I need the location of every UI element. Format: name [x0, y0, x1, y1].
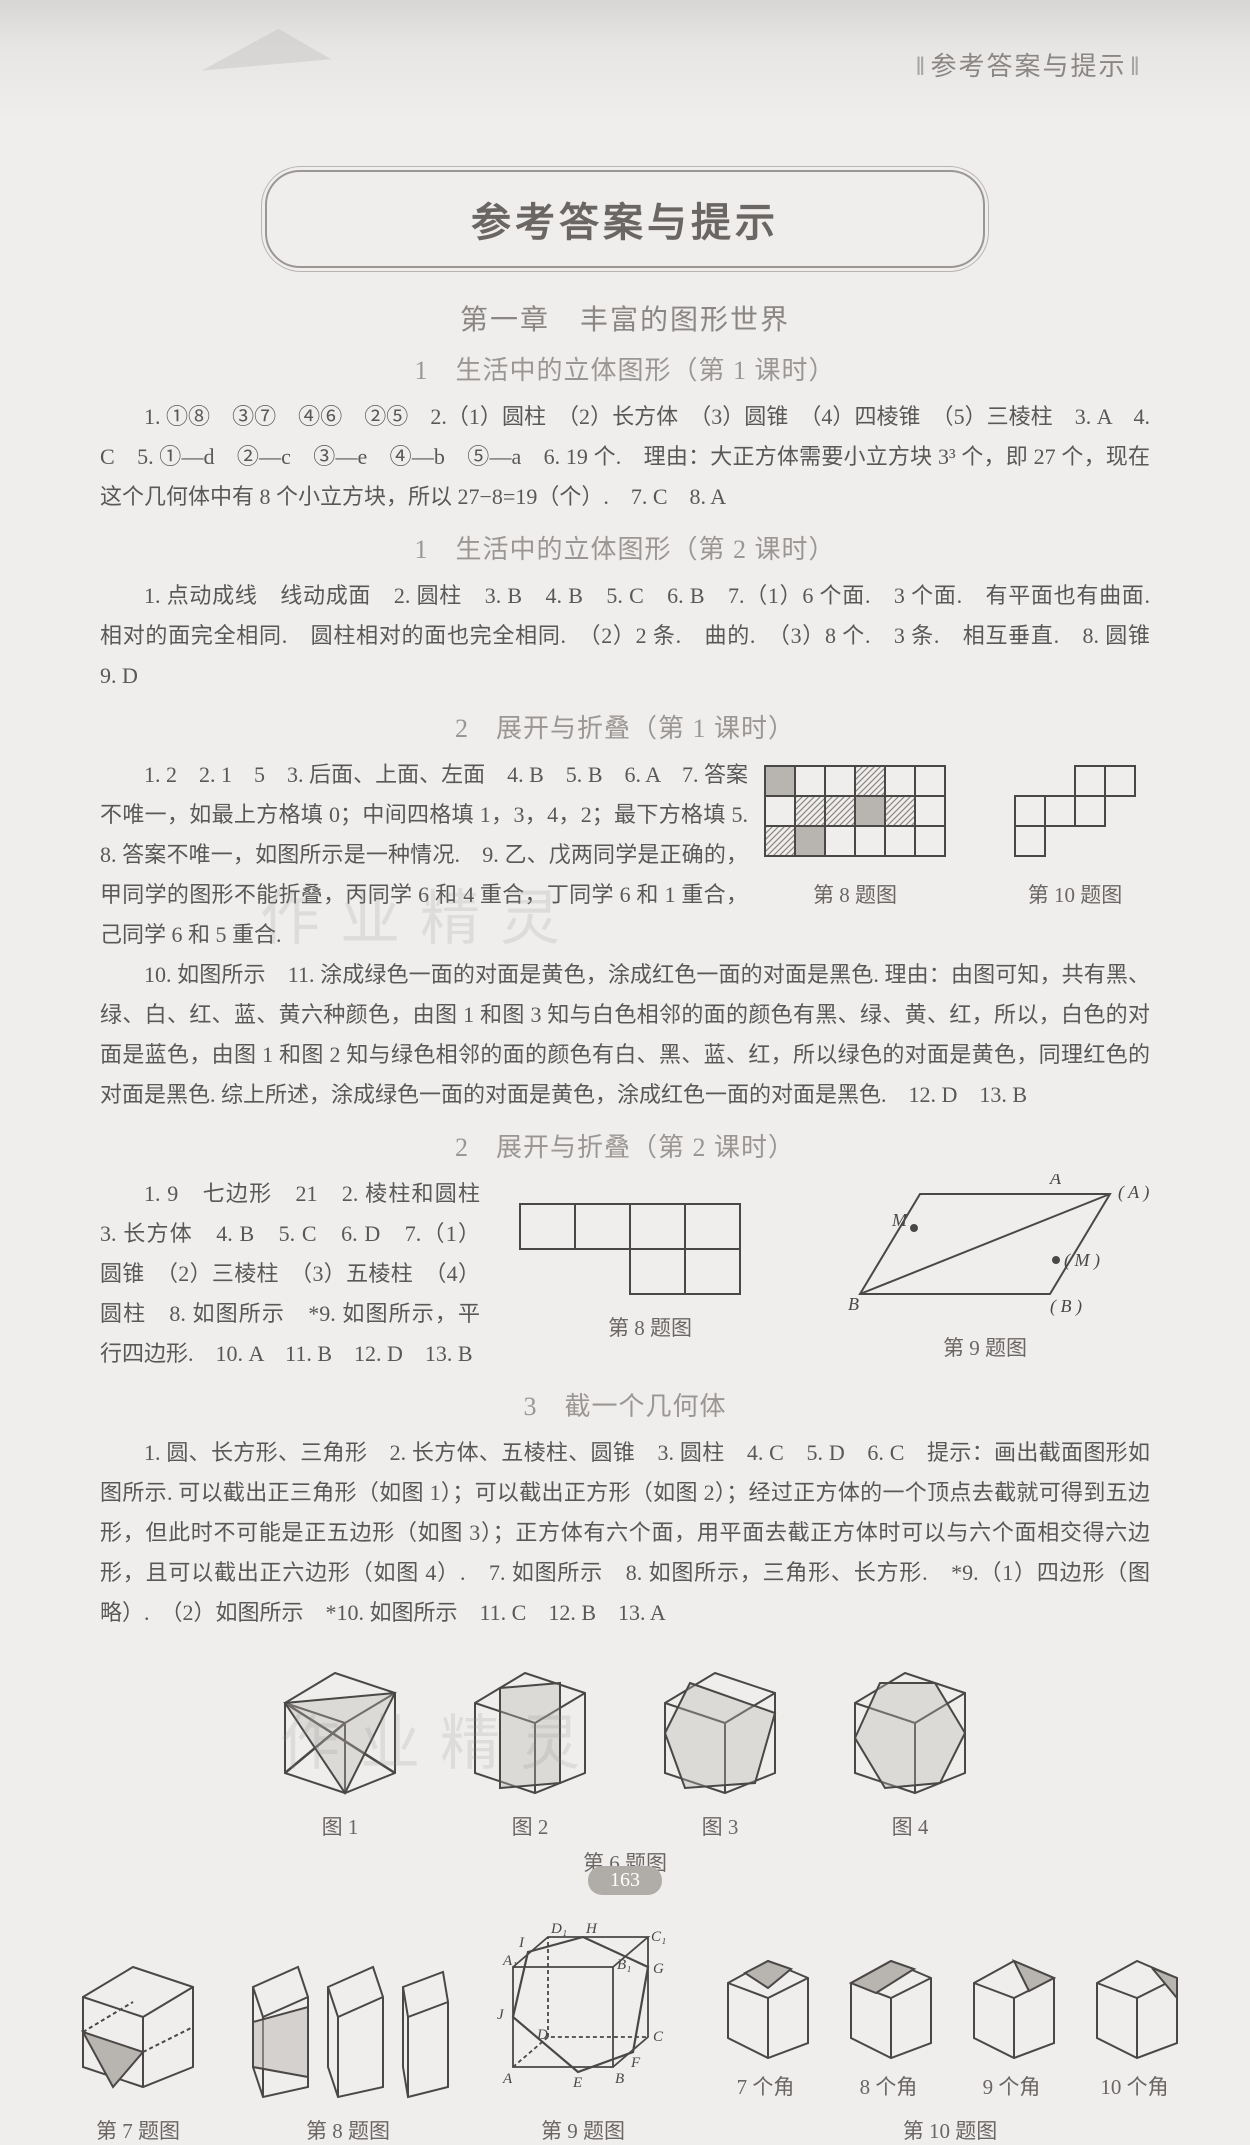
fig6-2: 图 2 [455, 1653, 605, 1841]
cube-net-diagram [500, 1174, 780, 1304]
fig10-c8: 8 个角 [836, 2071, 941, 2101]
parallelogram-diagram: A ( A ) B ( B ) M ( M ) [820, 1174, 1150, 1324]
section-head-2: 1 生活中的立体图形（第 2 课时） [100, 529, 1150, 566]
fig6-1: 图 1 [265, 1653, 415, 1841]
cube-cut-1 [265, 1653, 415, 1803]
svg-text:A: A [1049, 1174, 1062, 1188]
svg-text:I: I [518, 1935, 525, 1951]
svg-text:( M ): ( M ) [1064, 1250, 1100, 1271]
fig9c: A₁ D₁ H C₁ B₁ G C F B E A J I D 第 9 题图 [483, 1907, 683, 2145]
fig-9b: A ( A ) B ( B ) M ( M ) 第 9 题图 [820, 1174, 1150, 1362]
fig6-4-cap: 图 4 [835, 1811, 985, 1841]
fig10-c7: 7 个角 [713, 2071, 818, 2101]
section3-figures: 第 8 题图 第 10 题图 [760, 761, 1150, 909]
fig7-caption: 第 7 题图 [63, 2115, 213, 2145]
svg-text:M: M [891, 1210, 908, 1230]
cube-cut-3 [645, 1653, 795, 1803]
cube-corner-9 [959, 1943, 1064, 2063]
fig8a-caption: 第 8 题图 [760, 879, 950, 909]
fig10a-caption: 第 10 题图 [1000, 879, 1150, 909]
cube-corner-7 [713, 1943, 818, 2063]
fig6-3-cap: 图 3 [645, 1811, 795, 1841]
page-number: 163 [588, 1866, 662, 1895]
section-head-5: 3 截一个几何体 [100, 1386, 1150, 1423]
answers-5: 1. 圆、长方形、三角形 2. 长方体、五棱柱、圆锥 3. 圆柱 4. C 5.… [100, 1433, 1150, 1633]
svg-text:( A ): ( A ) [1118, 1182, 1149, 1203]
fig8c: 第 8 题图 [243, 1947, 453, 2145]
cube-corner-10 [1082, 1943, 1187, 2063]
labeled-cuboid: A₁ D₁ H C₁ B₁ G C F B E A J I D [483, 1907, 683, 2107]
answers-3b: 10. 如图所示 11. 涂成绿色一面的对面是黄色，涂成红色一面的对面是黑色. … [100, 955, 1150, 1115]
answers-4: 1. 9 七边形 21 2. 棱柱和圆柱 3. 长方体 4. B 5. C 6.… [100, 1174, 480, 1374]
svg-text:C₁: C₁ [651, 1929, 666, 1945]
grid-small-diagram [1000, 761, 1150, 871]
section-head-1: 1 生活中的立体图形（第 1 课时） [100, 350, 1150, 387]
fig7: 第 7 题图 [63, 1947, 213, 2145]
svg-text:B: B [615, 2071, 624, 2087]
fig10-c10: 10 个角 [1082, 2071, 1187, 2101]
bottom-fig-row: 第 7 题图 第 8 题图 [100, 1907, 1150, 2145]
grid-hatch-diagram [760, 761, 950, 871]
svg-text:B₁: B₁ [617, 1957, 631, 1973]
fig6-1-cap: 图 1 [265, 1811, 415, 1841]
fig8b-caption: 第 8 题图 [500, 1312, 800, 1342]
fig9c-caption: 第 9 题图 [483, 2115, 683, 2145]
svg-text:( B ): ( B ) [1050, 1296, 1082, 1317]
fig6-4: 图 4 [835, 1653, 985, 1841]
section-head-4: 2 展开与折叠（第 2 课时） [100, 1127, 1150, 1164]
answers-2: 1. 点动成线 线动成面 2. 圆柱 3. B 4. B 5. C 6. B 7… [100, 576, 1150, 696]
fig10c: 7 个角 8 个角 [713, 1943, 1187, 2145]
page-title: 参考答案与提示 [267, 190, 983, 248]
section-head-3: 2 展开与折叠（第 1 课时） [100, 708, 1150, 745]
fig6-row: 图 1 图 2 图 3 [100, 1653, 1150, 1841]
fig6-2-cap: 图 2 [455, 1811, 605, 1841]
fig6-3: 图 3 [645, 1653, 795, 1841]
cube-cut-4 [835, 1653, 985, 1803]
chapter-heading: 第一章 丰富的图形世界 [100, 298, 1150, 338]
svg-text:H: H [585, 1921, 598, 1937]
fig10c-caption: 第 10 题图 [713, 2115, 1187, 2145]
svg-text:C: C [653, 2029, 664, 2045]
svg-text:E: E [572, 2075, 582, 2091]
two-prisms [243, 1947, 453, 2107]
cube-corner-8 [836, 1943, 941, 2063]
fig-10a: 第 10 题图 [1000, 761, 1150, 909]
answers-1: 1. ①⑧ ③⑦ ④⑥ ②⑤ 2.（1）圆柱 （2）长方体 （3）圆锥 （4）四… [100, 397, 1150, 517]
svg-text:D: D [536, 2027, 548, 2043]
svg-text:B: B [848, 1294, 859, 1314]
page-content: 参考答案与提示 第一章 丰富的图形世界 1 生活中的立体图形（第 1 课时） 1… [0, 0, 1250, 1931]
svg-text:A: A [502, 2071, 513, 2087]
fig9b-caption: 第 9 题图 [820, 1332, 1150, 1362]
svg-text:J: J [497, 2007, 505, 2023]
svg-text:A₁: A₁ [502, 1953, 517, 1969]
fig-8b: 第 8 题图 [500, 1174, 800, 1342]
svg-text:F: F [630, 2055, 641, 2071]
svg-text:D₁: D₁ [550, 1921, 567, 1937]
cube-cut-2 [455, 1653, 605, 1803]
fig-8a: 第 8 题图 [760, 761, 950, 909]
fig10-c9: 9 个角 [959, 2071, 1064, 2101]
svg-text:G: G [653, 1961, 664, 1977]
title-box: 参考答案与提示 [265, 170, 985, 268]
cube-tri-section [63, 1947, 213, 2107]
fig8c-caption: 第 8 题图 [243, 2115, 453, 2145]
